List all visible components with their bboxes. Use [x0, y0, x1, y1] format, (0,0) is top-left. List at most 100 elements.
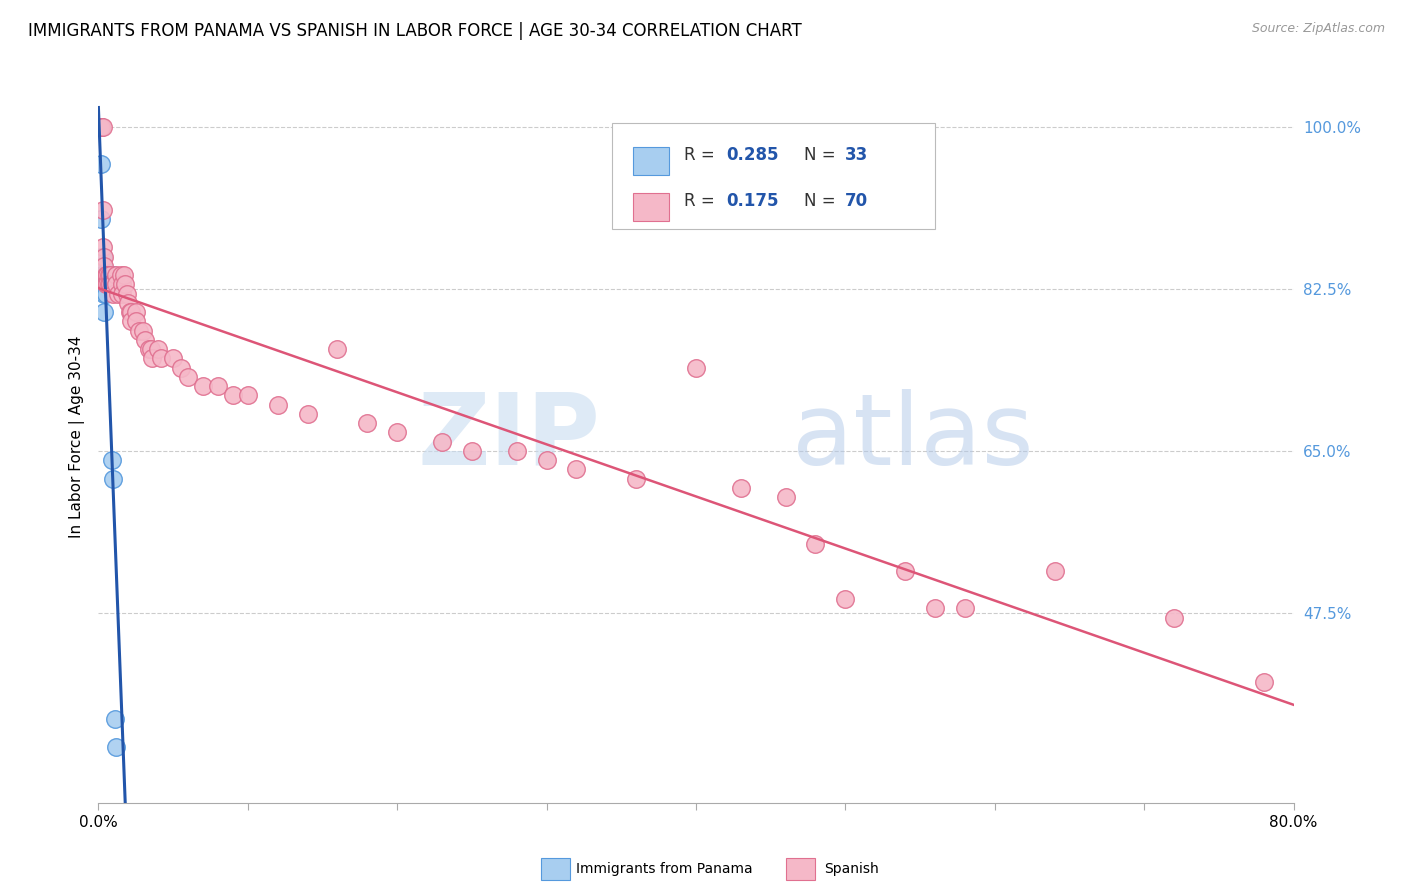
Point [775, 490, 797, 504]
Point [139, 342, 162, 356]
Point [894, 565, 917, 579]
Point [91, 268, 114, 282]
Point [93, 268, 115, 282]
Point [115, 286, 138, 301]
Point [90, 120, 112, 134]
Point [90, 157, 112, 171]
Point [91, 203, 114, 218]
Point [150, 351, 173, 366]
Point [101, 453, 124, 467]
Text: 0.175: 0.175 [725, 193, 779, 211]
Point [236, 388, 259, 402]
Text: 0.285: 0.285 [725, 146, 779, 164]
Point [103, 472, 125, 486]
Bar [786, 858, 815, 880]
Point [834, 592, 856, 607]
Point [103, 286, 125, 301]
Point [125, 314, 148, 328]
Point [125, 305, 148, 319]
Point [1253, 675, 1275, 690]
Point [117, 295, 139, 310]
Point [120, 305, 142, 319]
Text: Spanish: Spanish [824, 862, 879, 876]
Point [96, 268, 118, 282]
Point [626, 472, 648, 486]
Point [89, 120, 111, 134]
Point [120, 314, 142, 328]
Text: ZIP: ZIP [418, 389, 600, 485]
Point [97, 268, 120, 282]
Point [93, 277, 115, 292]
Point [138, 342, 160, 356]
Bar [633, 147, 669, 175]
Point [103, 277, 125, 292]
Point [93, 286, 115, 301]
Text: IMMIGRANTS FROM PANAMA VS SPANISH IN LABOR FORCE | AGE 30-34 CORRELATION CHART: IMMIGRANTS FROM PANAMA VS SPANISH IN LAB… [28, 22, 801, 40]
Point [118, 305, 141, 319]
Bar [633, 194, 669, 221]
Point [148, 342, 170, 356]
Point [91, 120, 114, 134]
Point [924, 601, 946, 615]
Point [111, 286, 134, 301]
Text: 33: 33 [845, 146, 869, 164]
Point [89, 120, 111, 134]
Point [105, 740, 128, 755]
Point [326, 342, 349, 356]
Point [222, 388, 245, 402]
Text: atlas: atlas [792, 389, 1033, 485]
Point [953, 601, 976, 615]
Point [804, 536, 827, 550]
Point [1043, 565, 1066, 579]
Point [98, 277, 122, 292]
Point [91, 240, 114, 254]
Point [93, 259, 115, 273]
Point [91, 277, 114, 292]
Point [94, 277, 117, 292]
Point [134, 333, 156, 347]
Point [536, 453, 558, 467]
Point [177, 370, 200, 384]
Point [191, 379, 214, 393]
Point [207, 379, 229, 393]
Point [91, 259, 114, 273]
Point [93, 305, 115, 319]
Point [90, 250, 112, 264]
Point [94, 268, 117, 282]
Point [91, 268, 114, 282]
Point [565, 462, 588, 476]
Point [385, 425, 409, 440]
Point [91, 268, 114, 282]
Text: N =: N = [804, 146, 841, 164]
Point [94, 268, 117, 282]
Point [297, 407, 319, 421]
Point [430, 434, 453, 449]
Point [132, 324, 155, 338]
Point [90, 212, 112, 227]
Point [141, 351, 163, 366]
Point [89, 120, 111, 134]
Point [128, 324, 150, 338]
Point [90, 120, 112, 134]
Point [91, 268, 114, 282]
Point [96, 277, 118, 292]
Point [107, 286, 129, 301]
Point [114, 277, 136, 292]
Text: 70: 70 [845, 193, 869, 211]
Point [90, 120, 112, 134]
Point [730, 481, 752, 495]
Point [685, 360, 707, 375]
Bar [541, 858, 571, 880]
Point [98, 277, 122, 292]
Text: R =: R = [685, 193, 720, 211]
Text: N =: N = [804, 193, 841, 211]
Point [112, 268, 135, 282]
Point [93, 268, 115, 282]
Point [104, 713, 127, 727]
Point [101, 277, 124, 292]
Point [93, 250, 115, 264]
Point [110, 268, 132, 282]
Point [94, 286, 117, 301]
Point [111, 277, 134, 292]
Point [97, 277, 120, 292]
